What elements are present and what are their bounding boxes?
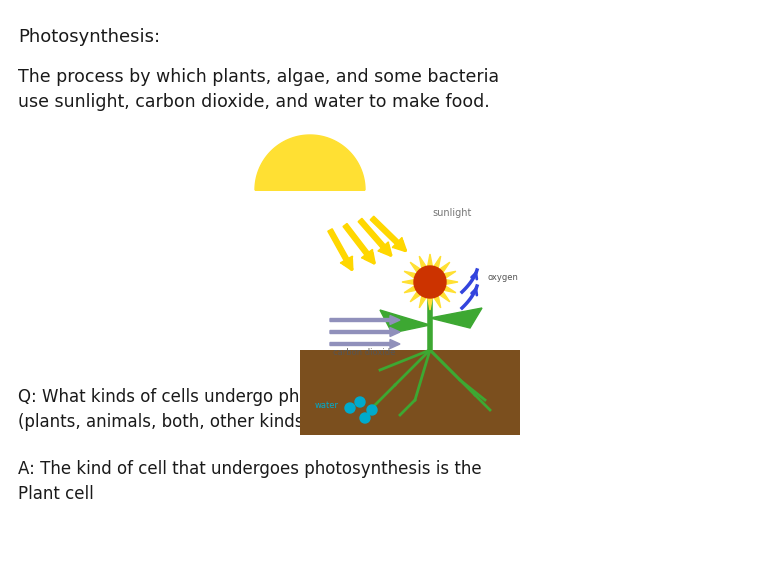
Polygon shape (427, 254, 432, 268)
Text: oxygen: oxygen (487, 273, 518, 282)
FancyArrow shape (370, 216, 404, 250)
Circle shape (367, 405, 377, 415)
Polygon shape (442, 272, 456, 279)
Polygon shape (404, 272, 419, 279)
FancyArrow shape (330, 328, 400, 337)
Polygon shape (404, 285, 419, 293)
Polygon shape (410, 262, 422, 274)
Text: sunlight: sunlight (432, 208, 472, 218)
Text: Q: What kinds of cells undergo photosynthesis?
(plants, animals, both, other kin: Q: What kinds of cells undergo photosynt… (18, 388, 413, 431)
Polygon shape (444, 279, 458, 285)
Text: A: The kind of cell that undergoes photosynthesis is the
Plant cell: A: The kind of cell that undergoes photo… (18, 460, 482, 503)
Circle shape (355, 397, 365, 407)
Polygon shape (402, 279, 416, 285)
Text: water: water (315, 401, 339, 410)
Circle shape (345, 403, 355, 413)
Polygon shape (438, 290, 450, 302)
Polygon shape (430, 308, 482, 328)
Text: carbon dioxide: carbon dioxide (333, 348, 396, 357)
FancyArrow shape (358, 218, 389, 254)
Polygon shape (427, 296, 432, 310)
FancyArrow shape (330, 339, 400, 348)
Polygon shape (438, 262, 450, 274)
FancyArrow shape (343, 223, 373, 261)
Polygon shape (380, 310, 430, 333)
Text: Photosynthesis:: Photosynthesis: (18, 28, 160, 46)
FancyArrow shape (330, 315, 400, 324)
Text: The process by which plants, algae, and some bacteria
use sunlight, carbon dioxi: The process by which plants, algae, and … (18, 68, 499, 111)
Polygon shape (442, 285, 456, 293)
Polygon shape (410, 290, 422, 302)
Bar (300, 350, 520, 435)
Polygon shape (432, 256, 441, 270)
FancyArrow shape (328, 229, 353, 268)
Polygon shape (419, 256, 427, 270)
Polygon shape (432, 293, 441, 308)
Circle shape (360, 413, 370, 423)
Circle shape (414, 266, 446, 298)
Polygon shape (419, 293, 427, 308)
Polygon shape (255, 135, 365, 190)
